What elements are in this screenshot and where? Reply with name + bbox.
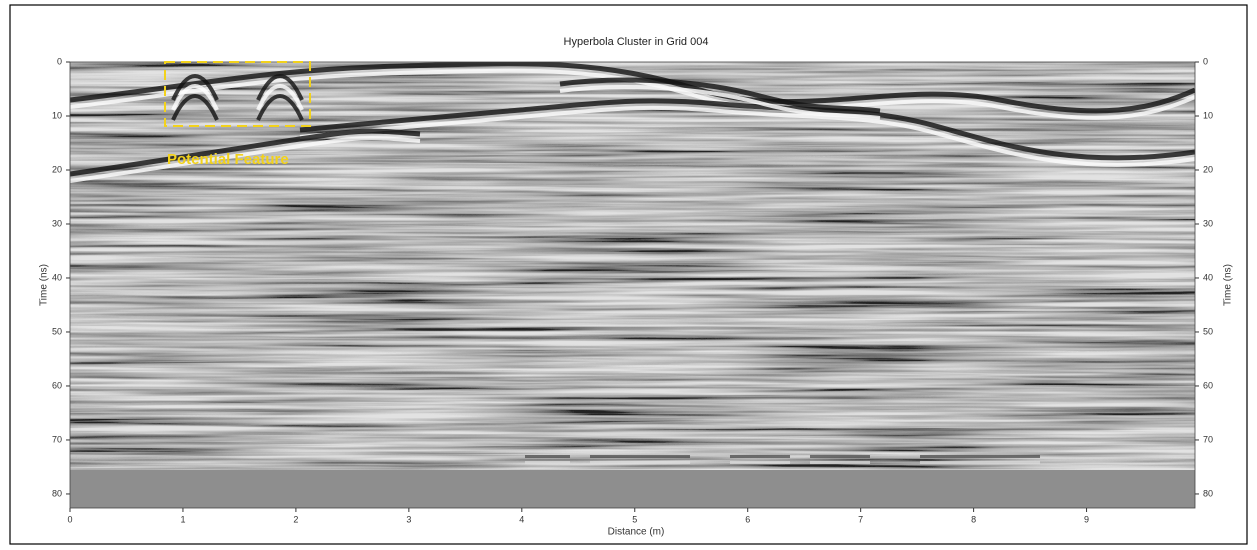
y-tick-label: 0	[57, 56, 62, 66]
y2-tick-label: 0	[1203, 56, 1208, 66]
hyperbola	[171, 74, 219, 101]
late-band	[920, 461, 1040, 464]
y2-tick-label: 50	[1203, 326, 1213, 336]
reflector-light	[299, 105, 1195, 167]
x-tick-label: 8	[971, 514, 976, 524]
y-tick-label: 20	[52, 164, 62, 174]
reflector-dark	[70, 128, 421, 177]
y-tick-label: 50	[52, 326, 62, 336]
reflector-light	[559, 85, 881, 120]
late-band	[525, 461, 570, 464]
y2-tick-label: 10	[1203, 110, 1213, 120]
y-tick-label: 10	[52, 110, 62, 120]
plot-border	[69, 61, 1196, 509]
y2-tick-label: 60	[1203, 380, 1213, 390]
late-band	[525, 455, 570, 458]
x-tick-label: 6	[745, 514, 750, 524]
hyperbola	[171, 94, 219, 121]
y-tick-label: 30	[52, 218, 62, 228]
reflector-dark	[559, 77, 881, 114]
hyperbola	[256, 94, 304, 121]
hyperbola	[256, 74, 304, 101]
hyperbola	[256, 84, 304, 111]
y2-tick-label: 70	[1203, 434, 1213, 444]
x-tick-label: 0	[67, 514, 72, 524]
annotation-box	[164, 61, 311, 127]
chart-title: Hyperbola Cluster in Grid 004	[564, 36, 709, 48]
x-tick-label: 2	[293, 514, 298, 524]
y-tick-label: 40	[52, 272, 62, 282]
y2-tick-label: 20	[1203, 164, 1213, 174]
y-tick-label: 60	[52, 380, 62, 390]
y-tick-label: 80	[52, 488, 62, 498]
flat-band	[70, 470, 1195, 508]
late-band	[590, 461, 690, 464]
x-tick-label: 1	[180, 514, 185, 524]
x-tick-label: 4	[519, 514, 524, 524]
noise	[70, 62, 1195, 482]
annotation: Potential Feature	[167, 151, 289, 168]
x-tick-label: 7	[858, 514, 863, 524]
late-band	[730, 461, 790, 464]
x-tick-label: 3	[406, 514, 411, 524]
y2-tick-label: 40	[1203, 272, 1213, 282]
late-band	[810, 461, 870, 464]
x-tick-label: 5	[632, 514, 637, 524]
y2-tick-label: 80	[1203, 488, 1213, 498]
y-tick-label: 70	[52, 434, 62, 444]
reflector-dark	[299, 98, 1195, 161]
y2-tick-label: 30	[1203, 218, 1213, 228]
late-band	[730, 455, 790, 458]
x-tick-label: 9	[1084, 514, 1089, 524]
radargram	[70, 62, 1195, 508]
late-band	[590, 455, 690, 458]
hyperbola	[171, 84, 219, 111]
late-band	[810, 455, 870, 458]
reflector-light	[70, 136, 421, 183]
x-axis-label: Distance (m)	[608, 527, 665, 538]
late-band	[920, 455, 1040, 458]
y2-axis-label: Time (ns)	[1223, 264, 1234, 306]
y-axis-label: Time (ns)	[39, 264, 50, 306]
